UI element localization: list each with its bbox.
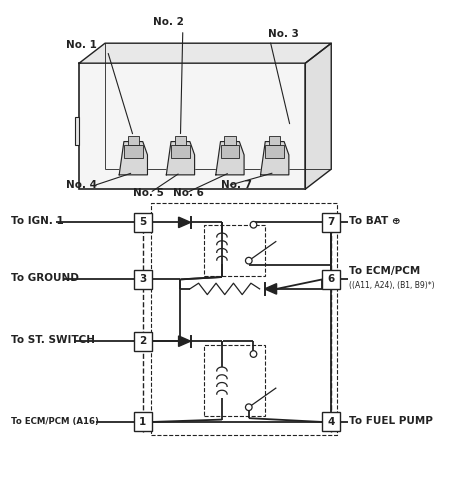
Circle shape: [246, 404, 252, 411]
Text: No. 1: No. 1: [66, 40, 97, 50]
Text: 6: 6: [328, 274, 335, 284]
Text: To ST. SWITCH: To ST. SWITCH: [11, 335, 95, 345]
Bar: [134, 270, 152, 289]
Text: To FUEL PUMP: To FUEL PUMP: [349, 416, 433, 426]
Text: To ECM/PCM (A16): To ECM/PCM (A16): [11, 416, 99, 425]
Bar: [171, 145, 190, 158]
Polygon shape: [264, 283, 277, 294]
Text: 5: 5: [139, 217, 146, 228]
Text: No. 2: No. 2: [153, 17, 184, 27]
Text: To BAT ⊕: To BAT ⊕: [349, 217, 401, 227]
Bar: [322, 213, 340, 232]
Polygon shape: [166, 141, 195, 175]
Bar: [265, 145, 284, 158]
Circle shape: [250, 221, 257, 228]
Bar: [124, 145, 143, 158]
Polygon shape: [216, 141, 244, 175]
Polygon shape: [119, 141, 147, 175]
Bar: [79, 63, 305, 189]
Polygon shape: [179, 336, 191, 347]
Text: 1: 1: [139, 417, 146, 427]
Bar: [204, 225, 265, 276]
Text: No. 3: No. 3: [268, 29, 299, 39]
Text: No. 4: No. 4: [66, 180, 98, 190]
Text: No. 6: No. 6: [173, 188, 204, 198]
Bar: [322, 270, 340, 289]
Bar: [134, 413, 152, 432]
Bar: [175, 136, 186, 145]
Text: To GROUND: To GROUND: [11, 273, 79, 283]
Text: 3: 3: [139, 274, 146, 284]
Bar: [75, 117, 79, 145]
Text: 4: 4: [328, 417, 335, 427]
Bar: [128, 136, 139, 145]
Text: No. 7: No. 7: [220, 180, 252, 190]
Text: To ECM/PCM: To ECM/PCM: [349, 266, 420, 276]
Polygon shape: [261, 141, 289, 175]
Bar: [151, 203, 337, 435]
Bar: [269, 136, 280, 145]
Text: To IGN. 1: To IGN. 1: [11, 217, 64, 227]
Polygon shape: [179, 217, 191, 228]
Circle shape: [246, 257, 252, 264]
Text: No. 5: No. 5: [133, 188, 164, 198]
Bar: [220, 145, 239, 158]
Bar: [204, 346, 265, 416]
Bar: [322, 413, 340, 432]
Bar: [134, 213, 152, 232]
Polygon shape: [305, 43, 331, 189]
Text: 7: 7: [328, 217, 335, 228]
Circle shape: [250, 351, 257, 358]
Polygon shape: [79, 43, 331, 63]
Bar: [224, 136, 236, 145]
Bar: [134, 332, 152, 351]
Text: ((A11, A24), (B1, B9)*): ((A11, A24), (B1, B9)*): [349, 281, 435, 290]
Text: 2: 2: [139, 336, 146, 346]
